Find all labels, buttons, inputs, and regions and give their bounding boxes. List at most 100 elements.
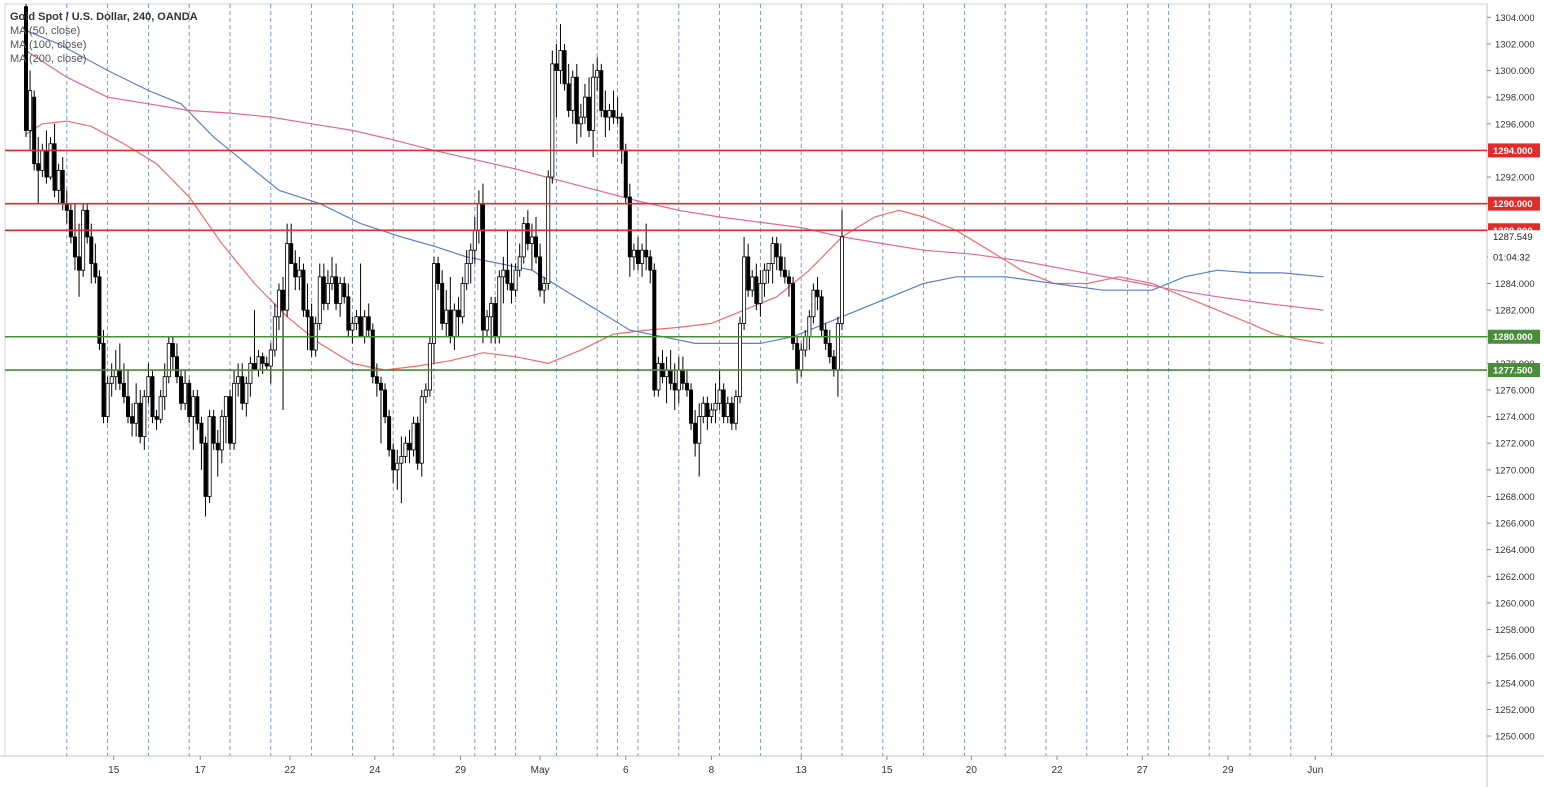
candle-body [191, 396, 196, 418]
candle [611, 90, 616, 124]
candle [321, 263, 326, 311]
candle-body [672, 382, 677, 391]
candle [101, 330, 106, 424]
price-tick-label: 1274.000 [1495, 412, 1535, 423]
candle-body [309, 316, 314, 351]
candle [754, 263, 759, 311]
candle [827, 330, 832, 364]
candle-body [170, 342, 175, 358]
candle [105, 376, 110, 424]
candle-body [97, 276, 102, 344]
candle [297, 256, 302, 291]
candle [578, 103, 583, 138]
candle [207, 409, 212, 504]
candle [615, 97, 620, 124]
candle-body [652, 269, 657, 391]
candle [505, 230, 510, 291]
candle-body [48, 143, 53, 178]
candle [733, 389, 738, 430]
candle [705, 396, 710, 430]
candle-body [485, 316, 490, 331]
candle-body [782, 269, 787, 278]
candle-body [227, 396, 232, 444]
candle [85, 203, 90, 244]
candle [460, 276, 465, 324]
candle-body [803, 336, 808, 351]
time-tick-label: 13 [796, 765, 808, 776]
candle-body [403, 442, 408, 457]
candle [154, 409, 159, 430]
candle-body [778, 256, 783, 271]
candle-body [109, 376, 114, 384]
candle-body [774, 243, 779, 258]
candle-body [85, 209, 90, 238]
candle [427, 336, 432, 397]
candle-body [701, 402, 706, 418]
candle [750, 270, 755, 297]
candle-body [762, 269, 767, 284]
candle-body [680, 369, 685, 384]
candle [36, 137, 41, 204]
candle-body [305, 309, 310, 318]
candle [264, 356, 269, 371]
candle-body [448, 309, 453, 338]
candle-body [195, 396, 200, 424]
candle [97, 270, 102, 351]
candle [640, 243, 645, 277]
candle-body [325, 283, 330, 304]
candle-body [215, 442, 220, 451]
day-separators [66, 4, 1333, 756]
time-tick-label: 15 [108, 765, 120, 776]
candle-body [56, 169, 61, 191]
price-tick-label: 1260.000 [1495, 598, 1535, 609]
ma200-legend: MA (200, close) [10, 53, 87, 65]
candle [480, 183, 485, 344]
candle [721, 383, 726, 424]
candle-body [150, 376, 155, 418]
candle-body [199, 422, 204, 444]
candle [701, 396, 706, 424]
candle [497, 270, 502, 344]
time-tick-label: 15 [881, 765, 893, 776]
candle [223, 396, 228, 444]
candle-body [260, 356, 265, 364]
candle [309, 303, 314, 357]
candle [782, 256, 787, 284]
candle-body [436, 263, 441, 284]
candle [709, 403, 714, 424]
candle [587, 77, 592, 138]
candle-body [23, 6, 28, 131]
candle-body [636, 249, 641, 264]
candle [456, 296, 461, 337]
candle-body [831, 356, 836, 371]
candle-body [591, 76, 596, 131]
time-axis: 15 17 22 24 29 May 6 8 13 15 20 22 27 29 Jun [108, 756, 1323, 776]
candle [272, 303, 277, 357]
candle-body [795, 342, 800, 371]
ma-line-2 [25, 50, 1324, 311]
candle [187, 379, 192, 424]
candle [68, 203, 73, 244]
price-tick-label: 1276.000 [1495, 385, 1535, 396]
candle-body [709, 409, 714, 418]
candle [179, 370, 184, 410]
candle [281, 276, 286, 410]
candle-body [811, 289, 816, 318]
candle-body [117, 369, 122, 384]
candle-body [497, 276, 502, 338]
candle [729, 396, 734, 430]
candle-body [252, 362, 257, 371]
plot-area [4, 3, 1488, 757]
candle [354, 310, 359, 331]
candle-body [391, 449, 396, 471]
candle [566, 63, 571, 118]
chart-legend: Gold Spot / U.S. Dollar, 240, OANDA MA (… [10, 10, 198, 66]
candle [521, 216, 526, 264]
candle-body [105, 382, 110, 418]
price-tick-label: 1268.000 [1495, 492, 1535, 503]
candle-body [444, 309, 449, 324]
level-label: 1280.000 [1493, 332, 1533, 343]
symbol-title: Gold Spot / U.S. Dollar, 240, OANDA [10, 11, 198, 23]
price-tick-label: 1300.000 [1495, 66, 1535, 77]
